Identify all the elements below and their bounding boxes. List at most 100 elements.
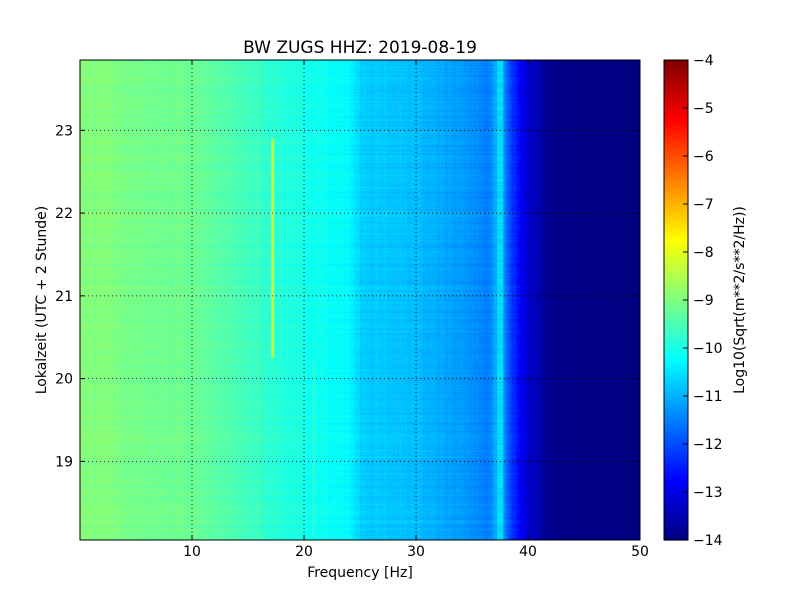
colorbar-swatch — [664, 434, 688, 437]
colorbar-swatch — [664, 364, 688, 367]
colorbar-swatch — [664, 196, 688, 199]
colorbar-swatch — [664, 490, 688, 493]
colorbar-tick-label: −9 — [693, 293, 714, 309]
colorbar-swatch — [664, 260, 688, 263]
colorbar-swatch — [664, 332, 688, 335]
colorbar-swatch — [664, 160, 688, 163]
colorbar-swatch — [664, 524, 688, 527]
colorbar-swatch — [664, 322, 688, 325]
colorbar-swatch — [664, 388, 688, 391]
colorbar-swatch — [664, 258, 688, 261]
colorbar-swatch — [664, 282, 688, 285]
colorbar-swatch — [664, 254, 688, 257]
colorbar-swatch — [664, 248, 688, 251]
colorbar-swatch — [664, 92, 688, 95]
colorbar-swatch — [664, 350, 688, 353]
colorbar-tick-label: −5 — [693, 101, 714, 117]
colorbar-swatch — [664, 242, 688, 245]
colorbar-swatch — [664, 424, 688, 427]
colorbar-swatch — [664, 372, 688, 375]
y-tick-label: 23 — [55, 123, 73, 139]
colorbar-swatch — [664, 302, 688, 305]
colorbar-swatch — [664, 232, 688, 235]
colorbar-swatch — [664, 252, 688, 255]
colorbar-swatch — [664, 310, 688, 313]
colorbar-swatch — [664, 452, 688, 455]
colorbar-swatch — [664, 408, 688, 411]
colorbar-swatch — [664, 288, 688, 291]
colorbar-swatch — [664, 230, 688, 233]
colorbar-swatch — [664, 474, 688, 477]
colorbar-swatch — [664, 430, 688, 433]
x-tick-label: 20 — [295, 544, 313, 560]
colorbar-swatch — [664, 208, 688, 211]
colorbar-swatch — [664, 308, 688, 311]
colorbar-swatch — [664, 348, 688, 351]
colorbar-swatch — [664, 344, 688, 347]
colorbar-swatch — [664, 274, 688, 277]
colorbar-swatch — [664, 192, 688, 195]
colorbar-swatch — [664, 174, 688, 177]
y-tick-label: 19 — [55, 454, 73, 470]
colorbar-swatch — [664, 244, 688, 247]
colorbar-swatch — [664, 86, 688, 89]
colorbar-swatch — [664, 84, 688, 87]
colorbar-swatch — [664, 486, 688, 489]
colorbar-swatch — [664, 200, 688, 203]
colorbar-swatch — [664, 496, 688, 499]
colorbar-swatch — [664, 520, 688, 523]
colorbar-swatch — [664, 370, 688, 373]
colorbar-swatch — [664, 456, 688, 459]
colorbar-tick-label: −14 — [693, 533, 723, 549]
colorbar-swatch — [664, 300, 688, 303]
colorbar-swatch — [664, 270, 688, 273]
colorbar-swatch — [664, 100, 688, 103]
colorbar-swatch — [664, 392, 688, 395]
colorbar-swatch — [664, 494, 688, 497]
colorbar-swatch — [664, 504, 688, 507]
colorbar-swatch — [664, 172, 688, 175]
y-tick-label: 21 — [55, 289, 73, 305]
colorbar-swatch — [664, 74, 688, 77]
colorbar-swatch — [664, 330, 688, 333]
colorbar-swatch — [664, 390, 688, 393]
colorbar-tick-label: −12 — [693, 437, 723, 453]
colorbar-swatch — [664, 96, 688, 99]
colorbar-swatch — [664, 194, 688, 197]
colorbar-swatch — [664, 458, 688, 461]
colorbar-swatch — [664, 414, 688, 417]
colorbar-swatch — [664, 528, 688, 531]
colorbar-swatch — [664, 162, 688, 165]
colorbar-swatch — [664, 464, 688, 467]
chart-title: BW ZUGS HHZ: 2019-08-19 — [243, 38, 477, 58]
colorbar-swatch — [664, 120, 688, 123]
colorbar-swatch — [664, 156, 688, 159]
colorbar-swatch — [664, 104, 688, 107]
colorbar-swatch — [664, 334, 688, 337]
colorbar-swatch — [664, 256, 688, 259]
colorbar-swatch — [664, 336, 688, 339]
colorbar-swatch — [664, 60, 688, 63]
colorbar-swatch — [664, 152, 688, 155]
colorbar-swatch — [664, 448, 688, 451]
colorbar-swatch — [664, 114, 688, 117]
colorbar-swatch — [664, 538, 688, 541]
colorbar-swatch — [664, 368, 688, 371]
colorbar-swatch — [664, 416, 688, 419]
y-tick-label: 22 — [55, 206, 73, 222]
colorbar-swatch — [664, 412, 688, 415]
colorbar-swatch — [664, 406, 688, 409]
colorbar-swatch — [664, 176, 688, 179]
colorbar-swatch — [664, 378, 688, 381]
colorbar-swatch — [664, 362, 688, 365]
x-tick-label: 40 — [519, 544, 537, 560]
colorbar-swatch — [664, 278, 688, 281]
colorbar-swatch — [664, 346, 688, 349]
colorbar-swatch — [664, 296, 688, 299]
colorbar-swatch — [664, 320, 688, 323]
colorbar-swatch — [664, 536, 688, 539]
colorbar-swatch — [664, 204, 688, 207]
colorbar-swatch — [664, 222, 688, 225]
colorbar-swatch — [664, 112, 688, 115]
colorbar-swatch — [664, 462, 688, 465]
